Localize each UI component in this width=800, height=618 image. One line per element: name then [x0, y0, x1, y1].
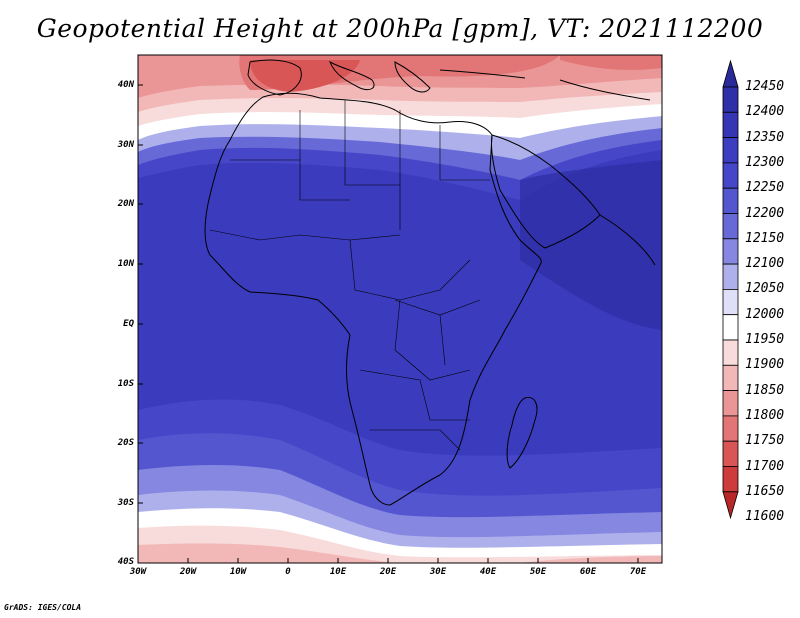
chart-title: Geopotential Height at 200hPa [gpm], VT:…	[36, 14, 764, 43]
lon-label: 30E	[429, 567, 447, 577]
lon-label: 20W	[179, 567, 197, 577]
colorbar-label: 12450	[745, 79, 785, 94]
colorbar-label: 12050	[745, 281, 785, 297]
colorbar-label: 11950	[745, 332, 785, 347]
lat-label: 30N	[117, 140, 134, 150]
credit-text: GrADS: IGES/COLA	[4, 603, 82, 612]
lat-label: 20S	[117, 438, 134, 448]
colorbar-label: 11750	[745, 433, 785, 449]
colorbar-label: 12300	[745, 154, 785, 170]
colorbar-label: 11600	[745, 509, 785, 525]
lat-label: 40N	[117, 80, 134, 90]
lat-label: 10S	[117, 379, 134, 389]
colorbar-box	[722, 415, 739, 442]
lon-label: 50E	[529, 567, 547, 577]
colorbar-box	[722, 86, 739, 113]
colorbar-label: 11700	[745, 458, 785, 474]
colorbar-box	[722, 288, 739, 316]
lat-label: 30S	[117, 498, 134, 508]
colorbar-label: 12400	[745, 104, 785, 120]
colorbar-box	[722, 111, 739, 139]
colorbar-box	[722, 314, 739, 341]
colorbar-box	[722, 213, 739, 240]
lon-label: 20E	[379, 567, 397, 577]
height-field	[138, 55, 662, 563]
lon-label: 40E	[479, 567, 497, 577]
colorbar-label: 11900	[745, 357, 785, 373]
colorbar-label: 12250	[745, 180, 785, 196]
colorbar	[722, 59, 739, 520]
colorbar-box	[722, 440, 739, 467]
colorbar-label: 12000	[745, 306, 785, 322]
map-frame	[137, 54, 663, 564]
lat-label: 10N	[117, 259, 134, 269]
colorbar-box	[722, 162, 739, 189]
axis-ticks	[137, 84, 639, 564]
colorbar-label: 12150	[745, 230, 785, 246]
country-borders	[209, 100, 490, 451]
lon-label: 10W	[229, 567, 247, 577]
colorbar-box	[722, 187, 739, 214]
colorbar-label: 12350	[745, 129, 785, 145]
lon-label: 60E	[579, 567, 597, 577]
colorbar-box	[722, 364, 739, 391]
lon-label: 0	[285, 567, 291, 577]
colorbar-label: 12200	[745, 205, 785, 221]
colorbar-label: 11650	[745, 483, 785, 499]
lat-label: 40S	[117, 557, 134, 567]
colorbar-box	[722, 339, 739, 366]
colorbar-top-triangle	[722, 59, 739, 88]
colorbar-bottom-triangle	[722, 491, 739, 520]
lon-label: 10E	[329, 567, 347, 577]
lon-label: 30W	[129, 567, 147, 577]
colorbar-box	[722, 238, 739, 265]
colorbar-box	[722, 263, 739, 290]
colorbar-label: 11850	[745, 382, 785, 398]
colorbar-box	[722, 137, 739, 164]
lon-label: 70E	[629, 567, 647, 577]
colorbar-label: 11800	[745, 407, 785, 423]
colorbar-box	[722, 466, 739, 493]
coastlines	[204, 59, 656, 506]
colorbar-box	[722, 390, 739, 417]
colorbar-label: 12100	[745, 256, 785, 272]
lat-label: 20N	[117, 199, 134, 209]
lat-label: EQ	[123, 319, 134, 329]
